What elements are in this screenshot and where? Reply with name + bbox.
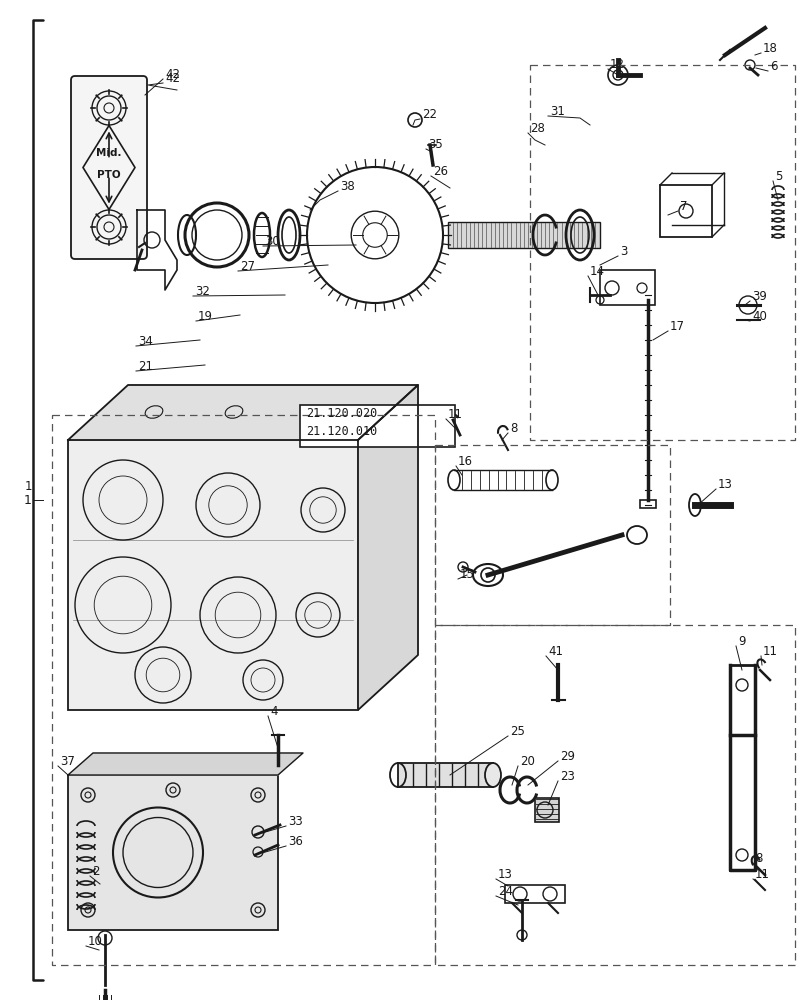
Text: 38: 38 <box>340 180 355 193</box>
Text: 37: 37 <box>60 755 75 768</box>
Bar <box>68 775 278 930</box>
Text: 28: 28 <box>530 122 545 135</box>
Text: 3: 3 <box>620 245 627 258</box>
Text: 25: 25 <box>510 725 525 738</box>
Text: 4: 4 <box>270 705 277 718</box>
Text: 29: 29 <box>560 750 575 763</box>
Text: 11: 11 <box>448 408 463 421</box>
Text: 42: 42 <box>165 68 180 81</box>
Text: 35: 35 <box>428 138 443 151</box>
Text: 15: 15 <box>460 568 475 581</box>
Text: 2: 2 <box>92 865 99 878</box>
Text: 20: 20 <box>520 755 535 768</box>
Text: 16: 16 <box>458 455 473 468</box>
Text: 40: 40 <box>752 310 767 323</box>
Text: 32: 32 <box>195 285 210 298</box>
Text: 34: 34 <box>138 335 153 348</box>
Text: 21.120.020: 21.120.020 <box>306 407 377 420</box>
Text: 42: 42 <box>165 72 180 85</box>
Polygon shape <box>68 385 418 440</box>
Text: 21: 21 <box>138 360 153 373</box>
Text: 8: 8 <box>510 422 517 435</box>
Polygon shape <box>358 385 418 710</box>
Text: 18: 18 <box>763 42 778 55</box>
Text: Mid.: Mid. <box>96 148 122 158</box>
Text: 11: 11 <box>763 645 778 658</box>
Text: 17: 17 <box>670 320 685 333</box>
Text: 19: 19 <box>198 310 213 323</box>
Text: 11: 11 <box>755 868 770 881</box>
Bar <box>505 885 565 903</box>
Text: 24: 24 <box>498 885 513 898</box>
Bar <box>600 270 655 305</box>
Bar <box>448 222 600 248</box>
Text: 33: 33 <box>288 815 303 828</box>
Text: 8: 8 <box>755 852 763 865</box>
Text: 13: 13 <box>498 868 513 881</box>
Text: 7: 7 <box>680 200 688 213</box>
Bar <box>640 500 656 508</box>
Text: 14: 14 <box>590 265 605 278</box>
Text: 21.120.010: 21.120.010 <box>306 425 377 438</box>
Bar <box>398 763 493 787</box>
Text: 27: 27 <box>240 260 255 273</box>
Text: 10: 10 <box>88 935 103 948</box>
Text: 9: 9 <box>738 635 746 648</box>
Text: 36: 36 <box>288 835 303 848</box>
Ellipse shape <box>485 763 501 787</box>
Bar <box>535 798 559 822</box>
Text: 13: 13 <box>718 478 733 491</box>
FancyBboxPatch shape <box>71 76 147 259</box>
Text: 26: 26 <box>433 165 448 178</box>
Text: 30: 30 <box>265 235 280 248</box>
Text: 22: 22 <box>422 108 437 121</box>
Text: 1: 1 <box>24 493 32 506</box>
Bar <box>660 185 712 237</box>
Text: 5: 5 <box>775 170 782 183</box>
Text: 1: 1 <box>24 480 32 493</box>
Bar <box>300 405 455 447</box>
Text: PTO: PTO <box>97 169 121 180</box>
Text: 12: 12 <box>610 58 625 71</box>
Polygon shape <box>68 753 303 775</box>
Bar <box>68 440 358 710</box>
Text: 23: 23 <box>560 770 574 783</box>
Text: 6: 6 <box>770 60 777 73</box>
Bar <box>730 665 755 870</box>
Text: 31: 31 <box>550 105 565 118</box>
Text: 39: 39 <box>752 290 767 303</box>
Text: 41: 41 <box>548 645 563 658</box>
